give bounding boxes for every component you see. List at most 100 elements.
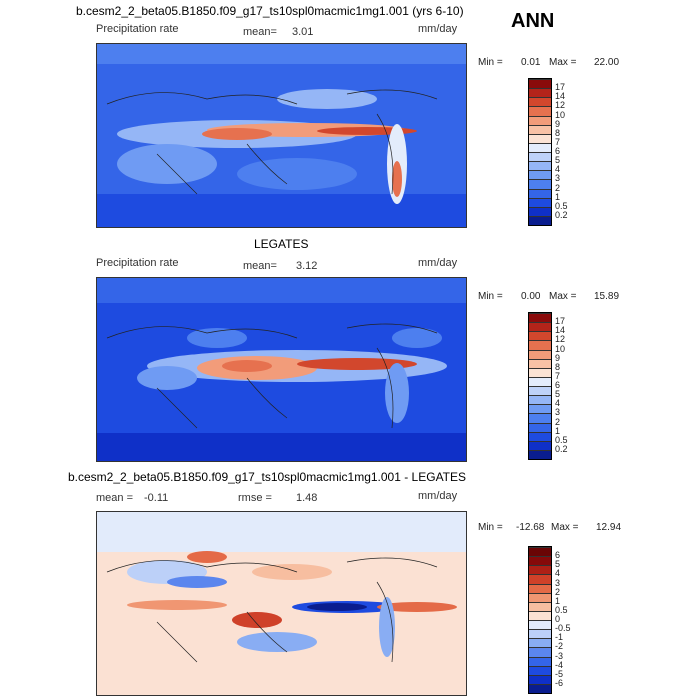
colorbar-cell bbox=[529, 188, 551, 198]
colorbar-tick-label: 7 bbox=[555, 370, 561, 381]
colorbar-cell bbox=[529, 620, 551, 630]
panel1-colorbar: 0.2 0.5 1 2 3 4 5 6 7 8 9 10 12 14 17 bbox=[528, 78, 568, 226]
colorbar-tick-label: 0.2 bbox=[555, 443, 568, 454]
panel1-title: b.cesm2_2_beta05.B1850.f09_g17_ts10spl0m… bbox=[76, 4, 464, 18]
colorbar-cell bbox=[529, 547, 551, 557]
colorbar-tick-label: 0.5 bbox=[555, 604, 568, 615]
colorbar-tick-label: 2 bbox=[555, 182, 561, 193]
panel2-colorbar: 0.2 0.5 1 2 3 4 5 6 7 8 9 10 12 14 17 bbox=[528, 312, 568, 460]
panel3-colorbar: -6 -5 -4 -3 -2 -1 -0.5 0 0.5 1 2 3 4 5 6 bbox=[528, 546, 571, 694]
colorbar-tick-label: 6 bbox=[555, 550, 561, 561]
panel2-mean-label: mean= bbox=[243, 260, 277, 272]
colorbar-cell bbox=[529, 674, 551, 684]
colorbar-cell bbox=[529, 601, 551, 611]
colorbar-tick-label: 10 bbox=[555, 109, 566, 120]
panel3-rmse-label: rmse = bbox=[238, 492, 272, 504]
panel2-min-value: 0.00 bbox=[521, 291, 541, 302]
colorbar-tick-label: -0.5 bbox=[555, 623, 571, 634]
colorbar-cell bbox=[529, 206, 551, 216]
panel2-map-svg bbox=[97, 278, 466, 461]
colorbar-tick-label: 2 bbox=[555, 586, 561, 597]
colorbar-cell bbox=[529, 179, 551, 189]
colorbar-cell bbox=[529, 322, 551, 332]
colorbar-tick-label: 0.5 bbox=[555, 200, 568, 211]
panel2-variable-label: Precipitation rate bbox=[96, 257, 179, 269]
colorbar-tick-label: 4 bbox=[555, 164, 561, 175]
panel1-variable-label: Precipitation rate bbox=[96, 23, 179, 35]
panel2-max-value: 15.89 bbox=[594, 291, 620, 302]
colorbar-cell bbox=[529, 124, 551, 134]
colorbar-cell bbox=[529, 106, 551, 116]
colorbar-cell bbox=[529, 583, 551, 593]
colorbar-tick-label: 7 bbox=[555, 136, 561, 147]
panel3-mean-value: -0.11 bbox=[144, 492, 169, 504]
colorbar-cell bbox=[529, 413, 551, 423]
colorbar-cell bbox=[529, 592, 551, 602]
colorbar-tick-label: 4 bbox=[555, 398, 561, 409]
colorbar-tick-label: 6 bbox=[555, 380, 561, 390]
colorbar-tick-label: 4 bbox=[555, 568, 561, 579]
panel3-map bbox=[96, 511, 467, 696]
panel1-mean-value: 3.01 bbox=[292, 26, 314, 38]
colorbar-tick-label: 17 bbox=[555, 82, 566, 93]
colorbar-cell bbox=[529, 97, 551, 107]
colorbar-cell bbox=[529, 386, 551, 396]
colorbar-tick-label: 9 bbox=[555, 352, 561, 363]
colorbar-tick-label: 8 bbox=[555, 361, 561, 372]
panel1-units: mm/day bbox=[418, 23, 458, 35]
colorbar-cell bbox=[529, 556, 551, 566]
colorbar-tick-label: 12 bbox=[555, 334, 566, 345]
panel3-rmse-value: 1.48 bbox=[296, 492, 318, 504]
colorbar-cell bbox=[529, 313, 551, 323]
colorbar-cell bbox=[529, 197, 551, 207]
colorbar-tick-label: 10 bbox=[555, 343, 566, 354]
colorbar-cell bbox=[529, 88, 551, 98]
panel2-mean-value: 3.12 bbox=[296, 260, 318, 272]
colorbar-tick-label: 0.2 bbox=[555, 209, 568, 220]
panel2-map bbox=[96, 277, 467, 462]
colorbar-cell bbox=[529, 638, 551, 648]
colorbar-tick-label: 5 bbox=[555, 155, 561, 166]
colorbar-tick-label: -1 bbox=[555, 632, 564, 643]
colorbar-tick-label: 0.5 bbox=[555, 434, 568, 445]
colorbar-cell bbox=[529, 152, 551, 162]
colorbar-tick-label: 3 bbox=[555, 407, 561, 418]
panel1-max-value: 22.00 bbox=[594, 57, 620, 68]
colorbar-cell bbox=[529, 574, 551, 584]
colorbar-tick-label: 3 bbox=[555, 173, 561, 184]
colorbar-cell bbox=[529, 170, 551, 180]
colorbar-cell bbox=[529, 610, 551, 620]
colorbar-cell bbox=[529, 404, 551, 414]
colorbar-tick-label: 2 bbox=[555, 416, 561, 427]
panel2-max-label: Max = bbox=[549, 291, 577, 302]
colorbar-cell bbox=[529, 440, 551, 450]
colorbar-tick-label: 6 bbox=[555, 146, 561, 156]
colorbar-cell bbox=[529, 395, 551, 405]
colorbar-cell bbox=[529, 656, 551, 666]
panel1-min-label: Min = bbox=[478, 57, 503, 68]
colorbar-tick-label: -2 bbox=[555, 641, 564, 652]
colorbar-cell bbox=[529, 215, 551, 225]
panel1-map bbox=[96, 43, 467, 228]
colorbar-tick-label: 12 bbox=[555, 100, 566, 111]
colorbar-cell bbox=[529, 161, 551, 171]
colorbar-cell bbox=[529, 115, 551, 125]
colorbar-tick-label: 1 bbox=[555, 191, 561, 202]
colorbar-cell bbox=[529, 367, 551, 377]
colorbar-tick-label: -3 bbox=[555, 650, 564, 661]
colorbar-cell bbox=[529, 340, 551, 350]
colorbar-tick-label: 5 bbox=[555, 389, 561, 400]
colorbar-tick-label: 0 bbox=[555, 614, 561, 624]
colorbar-tick-label: 3 bbox=[555, 577, 561, 588]
panel3-units: mm/day bbox=[418, 490, 458, 502]
colorbar-tick-label: -5 bbox=[555, 668, 564, 679]
colorbar-tick-label: -4 bbox=[555, 659, 564, 670]
colorbar-cell bbox=[529, 331, 551, 341]
colorbar-cell bbox=[529, 629, 551, 639]
colorbar-cell bbox=[529, 358, 551, 368]
colorbar-cell bbox=[529, 142, 551, 152]
panel3-max-label: Max = bbox=[551, 522, 579, 533]
season-annotation: ANN bbox=[511, 10, 555, 32]
colorbar-tick-label: 1 bbox=[555, 595, 561, 606]
